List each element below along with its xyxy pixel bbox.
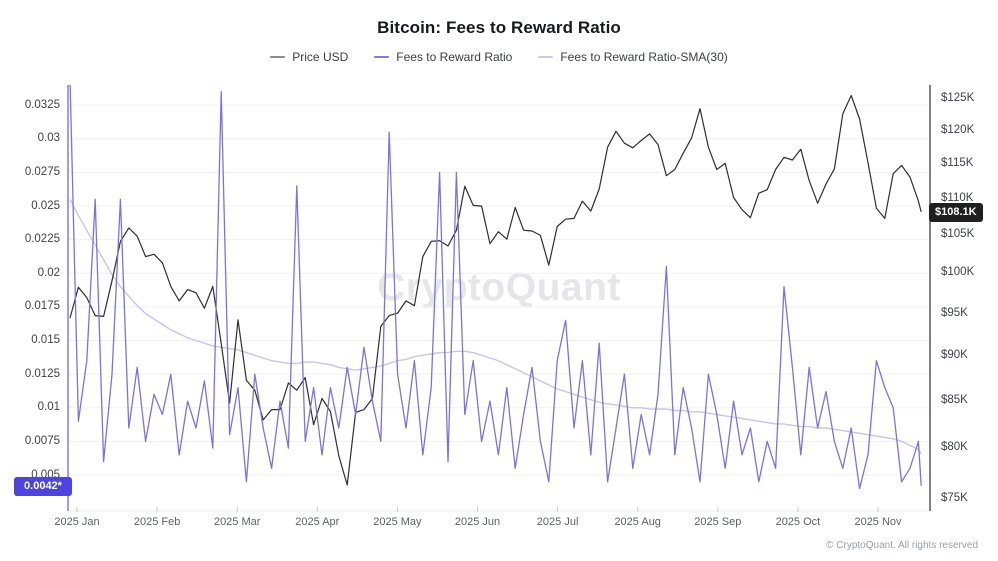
legend-item-fees-to-reward-ratio-sma-30-[interactable]: Fees to Reward Ratio-SMA(30): [538, 50, 728, 64]
left-axis-current-badge: 0.0042*: [14, 476, 72, 496]
x-axis-label: 2025 Apr: [295, 516, 340, 528]
legend-swatch: [270, 56, 286, 58]
chart-title: Bitcoin: Fees to Reward Ratio: [377, 18, 621, 37]
left-axis-label: 0.005: [31, 468, 60, 481]
x-axis-label: 2025 Aug: [614, 516, 661, 528]
x-axis-label: 2025 Nov: [854, 516, 902, 528]
right-axis-label: $115K: [941, 156, 974, 169]
x-axis-label: 2025 Jun: [454, 516, 501, 528]
left-axis-label: 0.02: [37, 266, 60, 279]
left-axis-label: 0.025: [31, 199, 60, 212]
fees-to-reward-ratio-sma-30--line: [69, 198, 922, 454]
x-axis-label: 2025 May: [373, 516, 422, 528]
legend-swatch: [374, 56, 390, 58]
x-axis-label: 2025 Feb: [133, 516, 181, 528]
fees-to-reward-ratio-line: [69, 85, 922, 490]
left-axis-label: 0.0175: [24, 300, 60, 313]
legend-swatch: [538, 56, 554, 58]
right-axis-current-badge: $108.1K: [929, 202, 983, 223]
left-axis-label: 0.0075: [24, 434, 60, 447]
x-axis-label: 2025 Oct: [775, 516, 821, 528]
legend-label: Fees to Reward Ratio-SMA(30): [560, 50, 728, 64]
right-axis-label: $100K: [941, 266, 975, 279]
left-axis-label: 0.03: [37, 132, 60, 145]
right-axis-label: $95K: [941, 306, 968, 319]
right-axis-label: $120K: [941, 123, 975, 136]
x-axis-label: 2025 Jul: [536, 516, 579, 528]
legend-item-price-usd[interactable]: Price USD: [270, 50, 348, 64]
right-axis-label: $90K: [941, 349, 968, 361]
right-axis-label: $105K: [941, 228, 975, 241]
left-axis-label: 0.015: [31, 334, 60, 347]
x-axis-label: 2025 Sep: [694, 516, 742, 528]
legend-item-fees-to-reward-ratio[interactable]: Fees to Reward Ratio: [374, 50, 512, 64]
left-axis-label: 0.0225: [24, 233, 60, 246]
right-axis-label: $110K: [941, 191, 974, 204]
copyright-text: © CryptoQuant. All rights reserved: [826, 540, 978, 551]
left-axis-label: 0.01: [37, 401, 60, 414]
left-axis-label: 0.0275: [24, 165, 60, 178]
x-axis-label: 2025 Mar: [213, 516, 261, 528]
legend-label: Fees to Reward Ratio: [396, 50, 513, 64]
price-usd-line: [69, 94, 922, 486]
legend-label: Price USD: [292, 50, 349, 64]
x-axis-label: 2025 Jan: [54, 516, 100, 528]
right-axis-label: $75K: [941, 491, 968, 504]
right-axis-label: $80K: [941, 441, 968, 454]
right-axis-label: $85K: [941, 393, 968, 406]
left-axis-label: 0.0125: [24, 367, 60, 380]
left-axis-label: 0.0325: [24, 98, 60, 111]
legend: Price USD Fees to Reward Ratio Fees to Rew…: [0, 50, 998, 64]
right-axis-label: $125K: [941, 91, 975, 104]
